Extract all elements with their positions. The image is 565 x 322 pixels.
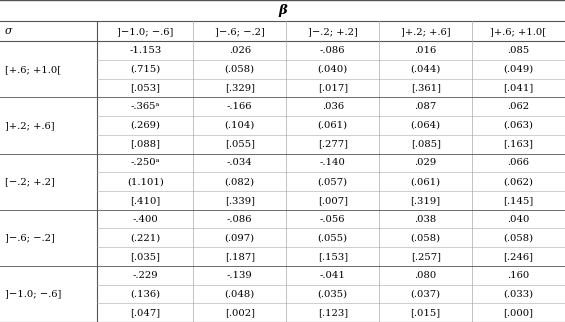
Text: -.140: -.140 — [320, 158, 346, 167]
Text: [.277]: [.277] — [318, 140, 347, 149]
Text: .087: .087 — [415, 102, 437, 111]
Text: (.048): (.048) — [225, 289, 255, 298]
Text: -.056: -.056 — [320, 214, 345, 223]
Text: (.058): (.058) — [411, 233, 441, 242]
Text: [.000]: [.000] — [503, 308, 533, 317]
Text: -.166: -.166 — [227, 102, 253, 111]
Text: [.088]: [.088] — [131, 140, 160, 149]
Text: (.055): (.055) — [318, 233, 348, 242]
Text: .016: .016 — [415, 46, 437, 55]
Text: [.153]: [.153] — [318, 252, 348, 261]
Text: [.002]: [.002] — [225, 308, 255, 317]
Text: ]−1.0; −.6]: ]−1.0; −.6] — [5, 289, 61, 298]
Text: -.086: -.086 — [320, 46, 345, 55]
Text: [.053]: [.053] — [131, 84, 160, 93]
Text: -.365ᵃ: -.365ᵃ — [131, 102, 160, 111]
Text: -.034: -.034 — [227, 158, 253, 167]
Text: [.410]: [.410] — [130, 196, 160, 205]
Text: (.064): (.064) — [411, 121, 441, 130]
Text: .085: .085 — [507, 46, 529, 55]
Text: [.145]: [.145] — [503, 196, 534, 205]
Text: σ: σ — [5, 26, 12, 36]
Text: -.139: -.139 — [227, 271, 253, 280]
Text: -.086: -.086 — [227, 214, 253, 223]
Text: -1.153: -1.153 — [129, 46, 162, 55]
Text: (.061): (.061) — [411, 177, 441, 186]
Text: (.061): (.061) — [318, 121, 348, 130]
Text: ]−.6; −.2]: ]−.6; −.2] — [5, 233, 54, 242]
Text: [.055]: [.055] — [225, 140, 255, 149]
Text: .038: .038 — [415, 214, 437, 223]
Text: -.229: -.229 — [133, 271, 158, 280]
Text: [.047]: [.047] — [131, 308, 160, 317]
Text: .026: .026 — [229, 46, 251, 55]
Text: .029: .029 — [415, 158, 437, 167]
Text: -.400: -.400 — [132, 214, 158, 223]
Text: [.015]: [.015] — [411, 308, 441, 317]
Text: (.058): (.058) — [225, 65, 255, 74]
Text: ]−.6; −.2]: ]−.6; −.2] — [215, 27, 265, 36]
Text: (.062): (.062) — [503, 177, 533, 186]
Text: (.035): (.035) — [318, 289, 348, 298]
Text: [.319]: [.319] — [411, 196, 441, 205]
Text: (.037): (.037) — [411, 289, 441, 298]
Text: [.007]: [.007] — [318, 196, 347, 205]
Text: [.361]: [.361] — [411, 84, 441, 93]
Text: (.082): (.082) — [225, 177, 255, 186]
Text: .036: .036 — [321, 102, 344, 111]
Text: ]−.2; +.2]: ]−.2; +.2] — [308, 27, 358, 36]
Text: (.049): (.049) — [503, 65, 534, 74]
Text: (.058): (.058) — [503, 233, 533, 242]
Text: ]+.2; +.6]: ]+.2; +.6] — [401, 27, 450, 36]
Text: (.097): (.097) — [225, 233, 255, 242]
Text: [.123]: [.123] — [318, 308, 348, 317]
Text: (.221): (.221) — [130, 233, 160, 242]
Text: (.269): (.269) — [131, 121, 160, 130]
Text: [+.6; +1.0[: [+.6; +1.0[ — [5, 65, 60, 74]
Text: [.257]: [.257] — [411, 252, 441, 261]
Text: (1.101): (1.101) — [127, 177, 164, 186]
Text: (.057): (.057) — [318, 177, 348, 186]
Text: .040: .040 — [507, 214, 530, 223]
Text: [.041]: [.041] — [503, 84, 534, 93]
Text: [.085]: [.085] — [411, 140, 441, 149]
Text: .160: .160 — [507, 271, 529, 280]
Text: -.041: -.041 — [320, 271, 346, 280]
Text: [.163]: [.163] — [503, 140, 533, 149]
Text: [.017]: [.017] — [318, 84, 348, 93]
Text: (.044): (.044) — [410, 65, 441, 74]
Text: (.104): (.104) — [225, 121, 255, 130]
Text: ]+.6; +1.0[: ]+.6; +1.0[ — [490, 27, 546, 36]
Text: .080: .080 — [415, 271, 437, 280]
Text: [−.2; +.2]: [−.2; +.2] — [5, 177, 54, 186]
Text: (.033): (.033) — [503, 289, 533, 298]
Text: (.040): (.040) — [318, 65, 348, 74]
Text: [.187]: [.187] — [225, 252, 255, 261]
Text: [.339]: [.339] — [225, 196, 255, 205]
Text: β: β — [278, 4, 287, 17]
Text: ]+.2; +.6]: ]+.2; +.6] — [5, 121, 54, 130]
Text: ]−1.0; −.6]: ]−1.0; −.6] — [117, 27, 173, 36]
Text: [.329]: [.329] — [225, 84, 255, 93]
Text: .066: .066 — [507, 158, 529, 167]
Text: -.250ᵃ: -.250ᵃ — [131, 158, 160, 167]
Text: (.136): (.136) — [131, 289, 160, 298]
Text: (.063): (.063) — [503, 121, 533, 130]
Text: [.035]: [.035] — [131, 252, 160, 261]
Text: (.715): (.715) — [130, 65, 160, 74]
Text: [.246]: [.246] — [503, 252, 533, 261]
Text: .062: .062 — [507, 102, 529, 111]
